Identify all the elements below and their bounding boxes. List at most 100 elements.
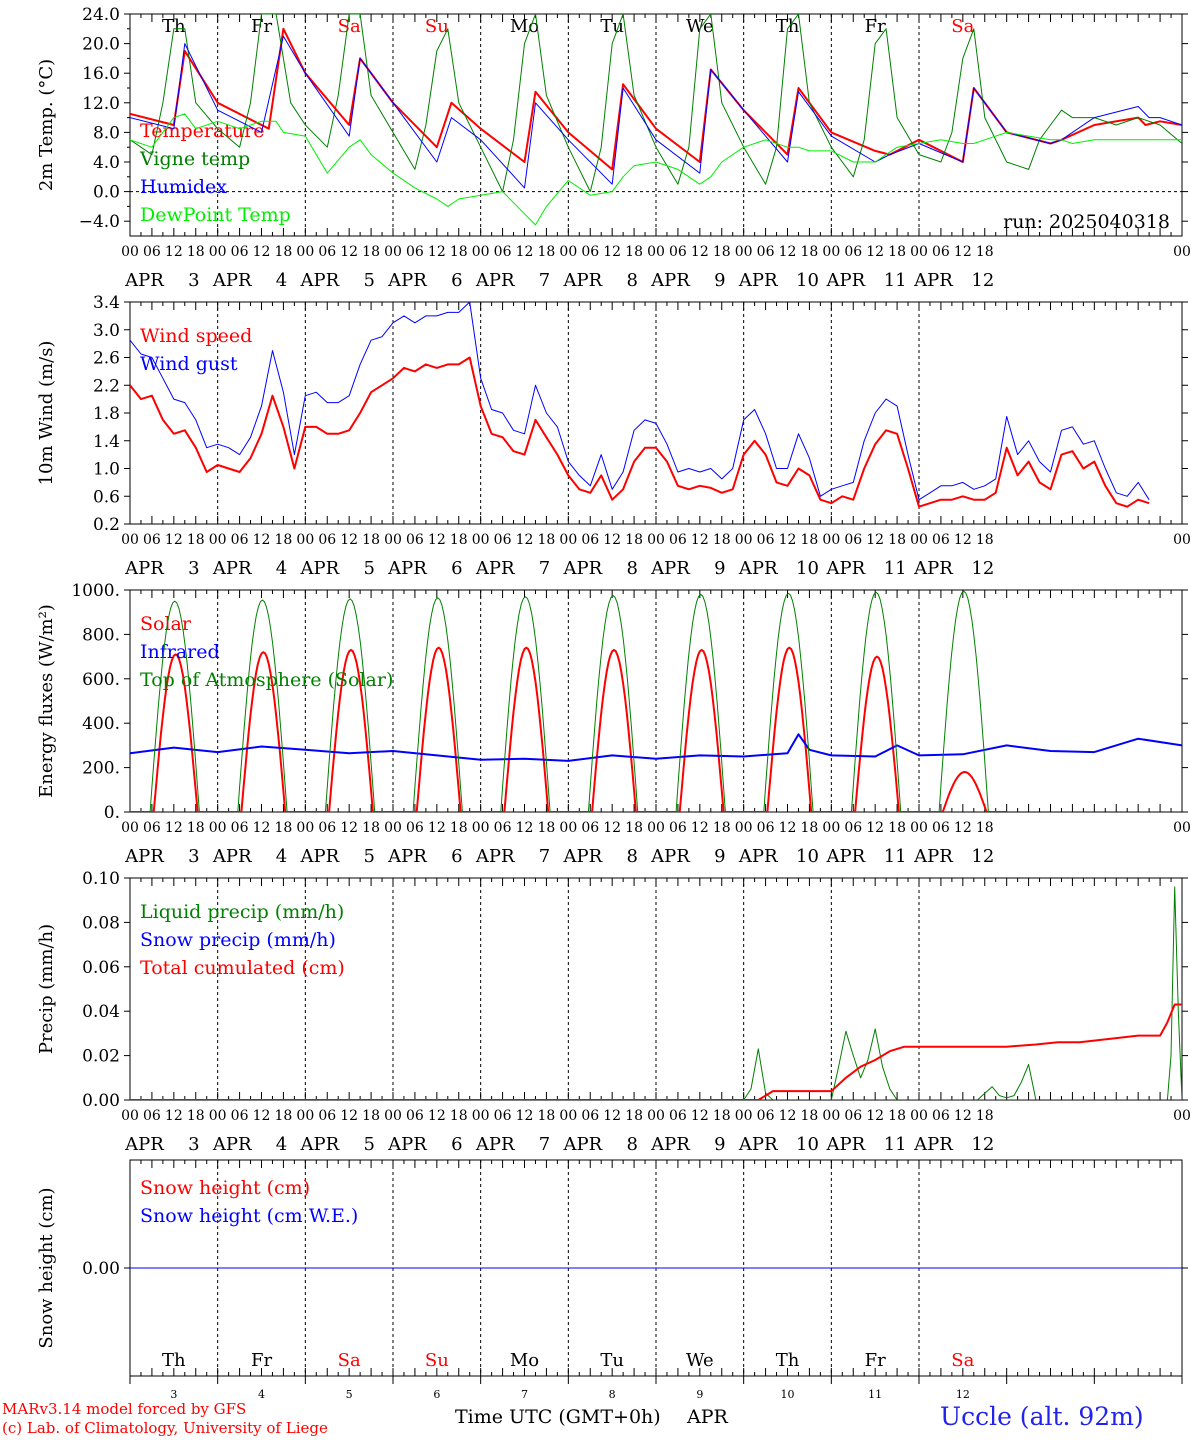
x-hour-label: 00: [647, 1108, 665, 1124]
weekday-label: Mo: [510, 1350, 539, 1371]
x-hour-label: 06: [494, 1108, 512, 1124]
x-hour-label: 06: [406, 1108, 424, 1124]
x-hour-label: 00: [472, 244, 490, 260]
x-hour-label: 00: [910, 1108, 928, 1124]
x-date-label: 11: [884, 270, 907, 291]
x-hour-label: 06: [406, 532, 424, 548]
x-day-number: 9: [696, 1388, 703, 1401]
x-date-label: 10: [796, 270, 819, 291]
x-day-number: 12: [956, 1388, 970, 1401]
y-tick-label: 0.: [104, 803, 120, 823]
x-hour-label: 18: [888, 244, 906, 260]
x-hour-label: 18: [187, 1108, 205, 1124]
x-date-label: 12: [971, 558, 994, 579]
x-hour-label: 06: [494, 532, 512, 548]
x-month-label: APR: [299, 846, 339, 867]
x-hour-label: 12: [516, 244, 534, 260]
x-day-number: 10: [781, 1388, 795, 1401]
x-hour-label: 18: [362, 532, 380, 548]
x-hour-label: 12: [603, 820, 621, 836]
x-date-label: 9: [714, 846, 725, 867]
x-hour-label: 06: [844, 820, 862, 836]
x-hour-label: 12: [691, 532, 709, 548]
x-hour-label: 06: [932, 532, 950, 548]
x-hour-label: 00: [209, 1108, 227, 1124]
x-hour-label: 12: [954, 244, 972, 260]
x-hour-label: 06: [231, 1108, 249, 1124]
x-hour-label: 06: [231, 532, 249, 548]
x-date-label: 8: [626, 846, 637, 867]
x-hour-label: 00: [822, 532, 840, 548]
x-hour-label: 00: [384, 1108, 402, 1124]
x-hour-label: 18: [801, 244, 819, 260]
x-hour-label: 18: [801, 532, 819, 548]
x-hour-label: 00: [1173, 532, 1191, 548]
x-hour-label: 18: [713, 1108, 731, 1124]
x-month-label: APR: [562, 558, 602, 579]
x-hour-label: 12: [516, 1108, 534, 1124]
x-date-label: 6: [451, 846, 462, 867]
series-line-energy: [130, 646, 1007, 812]
x-hour-label: 18: [713, 244, 731, 260]
x-date-label: 10: [796, 846, 819, 867]
x-hour-label: 00: [647, 820, 665, 836]
lab-credit: (c) Lab. of Climatology, University of L…: [2, 1419, 328, 1437]
weekday-label: We: [686, 16, 714, 37]
x-month-label: APR: [387, 846, 427, 867]
weekday-label: Tu: [600, 16, 624, 37]
x-hour-label: 18: [362, 820, 380, 836]
x-hour-label: 12: [340, 532, 358, 548]
x-month-label: APR: [475, 1134, 515, 1155]
x-hour-label: 00: [910, 532, 928, 548]
x-month-label: APR: [562, 846, 602, 867]
y-axis-label: Energy fluxes (W/m²): [36, 604, 57, 798]
x-day-number: 3: [170, 1388, 177, 1401]
series-line-temperature: [130, 35, 1182, 189]
x-hour-label: 06: [143, 1108, 161, 1124]
x-hour-label: 12: [340, 244, 358, 260]
x-date-label: 6: [451, 1134, 462, 1155]
x-hour-label: 06: [669, 244, 687, 260]
x-hour-label: 12: [691, 244, 709, 260]
x-hour-label: 06: [231, 244, 249, 260]
x-hour-label: 18: [187, 532, 205, 548]
y-tick-label: 1.4: [93, 432, 120, 452]
x-hour-label: 00: [209, 820, 227, 836]
x-hour-label: 06: [581, 820, 599, 836]
x-hour-label: 06: [669, 532, 687, 548]
y-tick-label: 0.0: [93, 183, 120, 203]
x-day-number: 8: [609, 1388, 616, 1401]
x-hour-label: 18: [801, 1108, 819, 1124]
x-hour-label: 00: [472, 1108, 490, 1124]
x-hour-label: 06: [143, 532, 161, 548]
x-hour-label: 06: [932, 820, 950, 836]
x-month-label: APR: [475, 270, 515, 291]
x-date-label: 5: [363, 270, 374, 291]
x-date-label: 12: [971, 846, 994, 867]
legend-entry: Wind gust: [140, 353, 238, 375]
x-month-label: APR: [825, 558, 865, 579]
x-hour-label: 18: [713, 532, 731, 548]
x-date-label: 6: [451, 558, 462, 579]
legend-entry: Temperature: [140, 120, 264, 142]
legend-entry: Wind speed: [140, 325, 252, 347]
x-hour-label: 18: [538, 1108, 556, 1124]
series-line-temperature: [130, 113, 1182, 226]
x-hour-label: 00: [559, 532, 577, 548]
y-axis-label: 2m Temp. (°C): [36, 59, 57, 191]
x-hour-label: 00: [296, 244, 314, 260]
x-hour-label: 00: [910, 244, 928, 260]
legend-entry: Vigne temp: [139, 148, 250, 170]
x-hour-label: 06: [318, 532, 336, 548]
x-hour-label: 06: [318, 820, 336, 836]
x-hour-label: 00: [910, 820, 928, 836]
x-hour-label: 00: [735, 820, 753, 836]
x-month-label: APR: [738, 846, 778, 867]
x-date-label: 10: [796, 1134, 819, 1155]
series-line-wind: [130, 302, 1150, 501]
y-tick-label: 0.02: [82, 1047, 120, 1067]
x-hour-label: 12: [691, 820, 709, 836]
x-hour-label: 06: [581, 532, 599, 548]
x-month-label: APR: [212, 1134, 252, 1155]
weekday-label: Th: [776, 16, 800, 37]
